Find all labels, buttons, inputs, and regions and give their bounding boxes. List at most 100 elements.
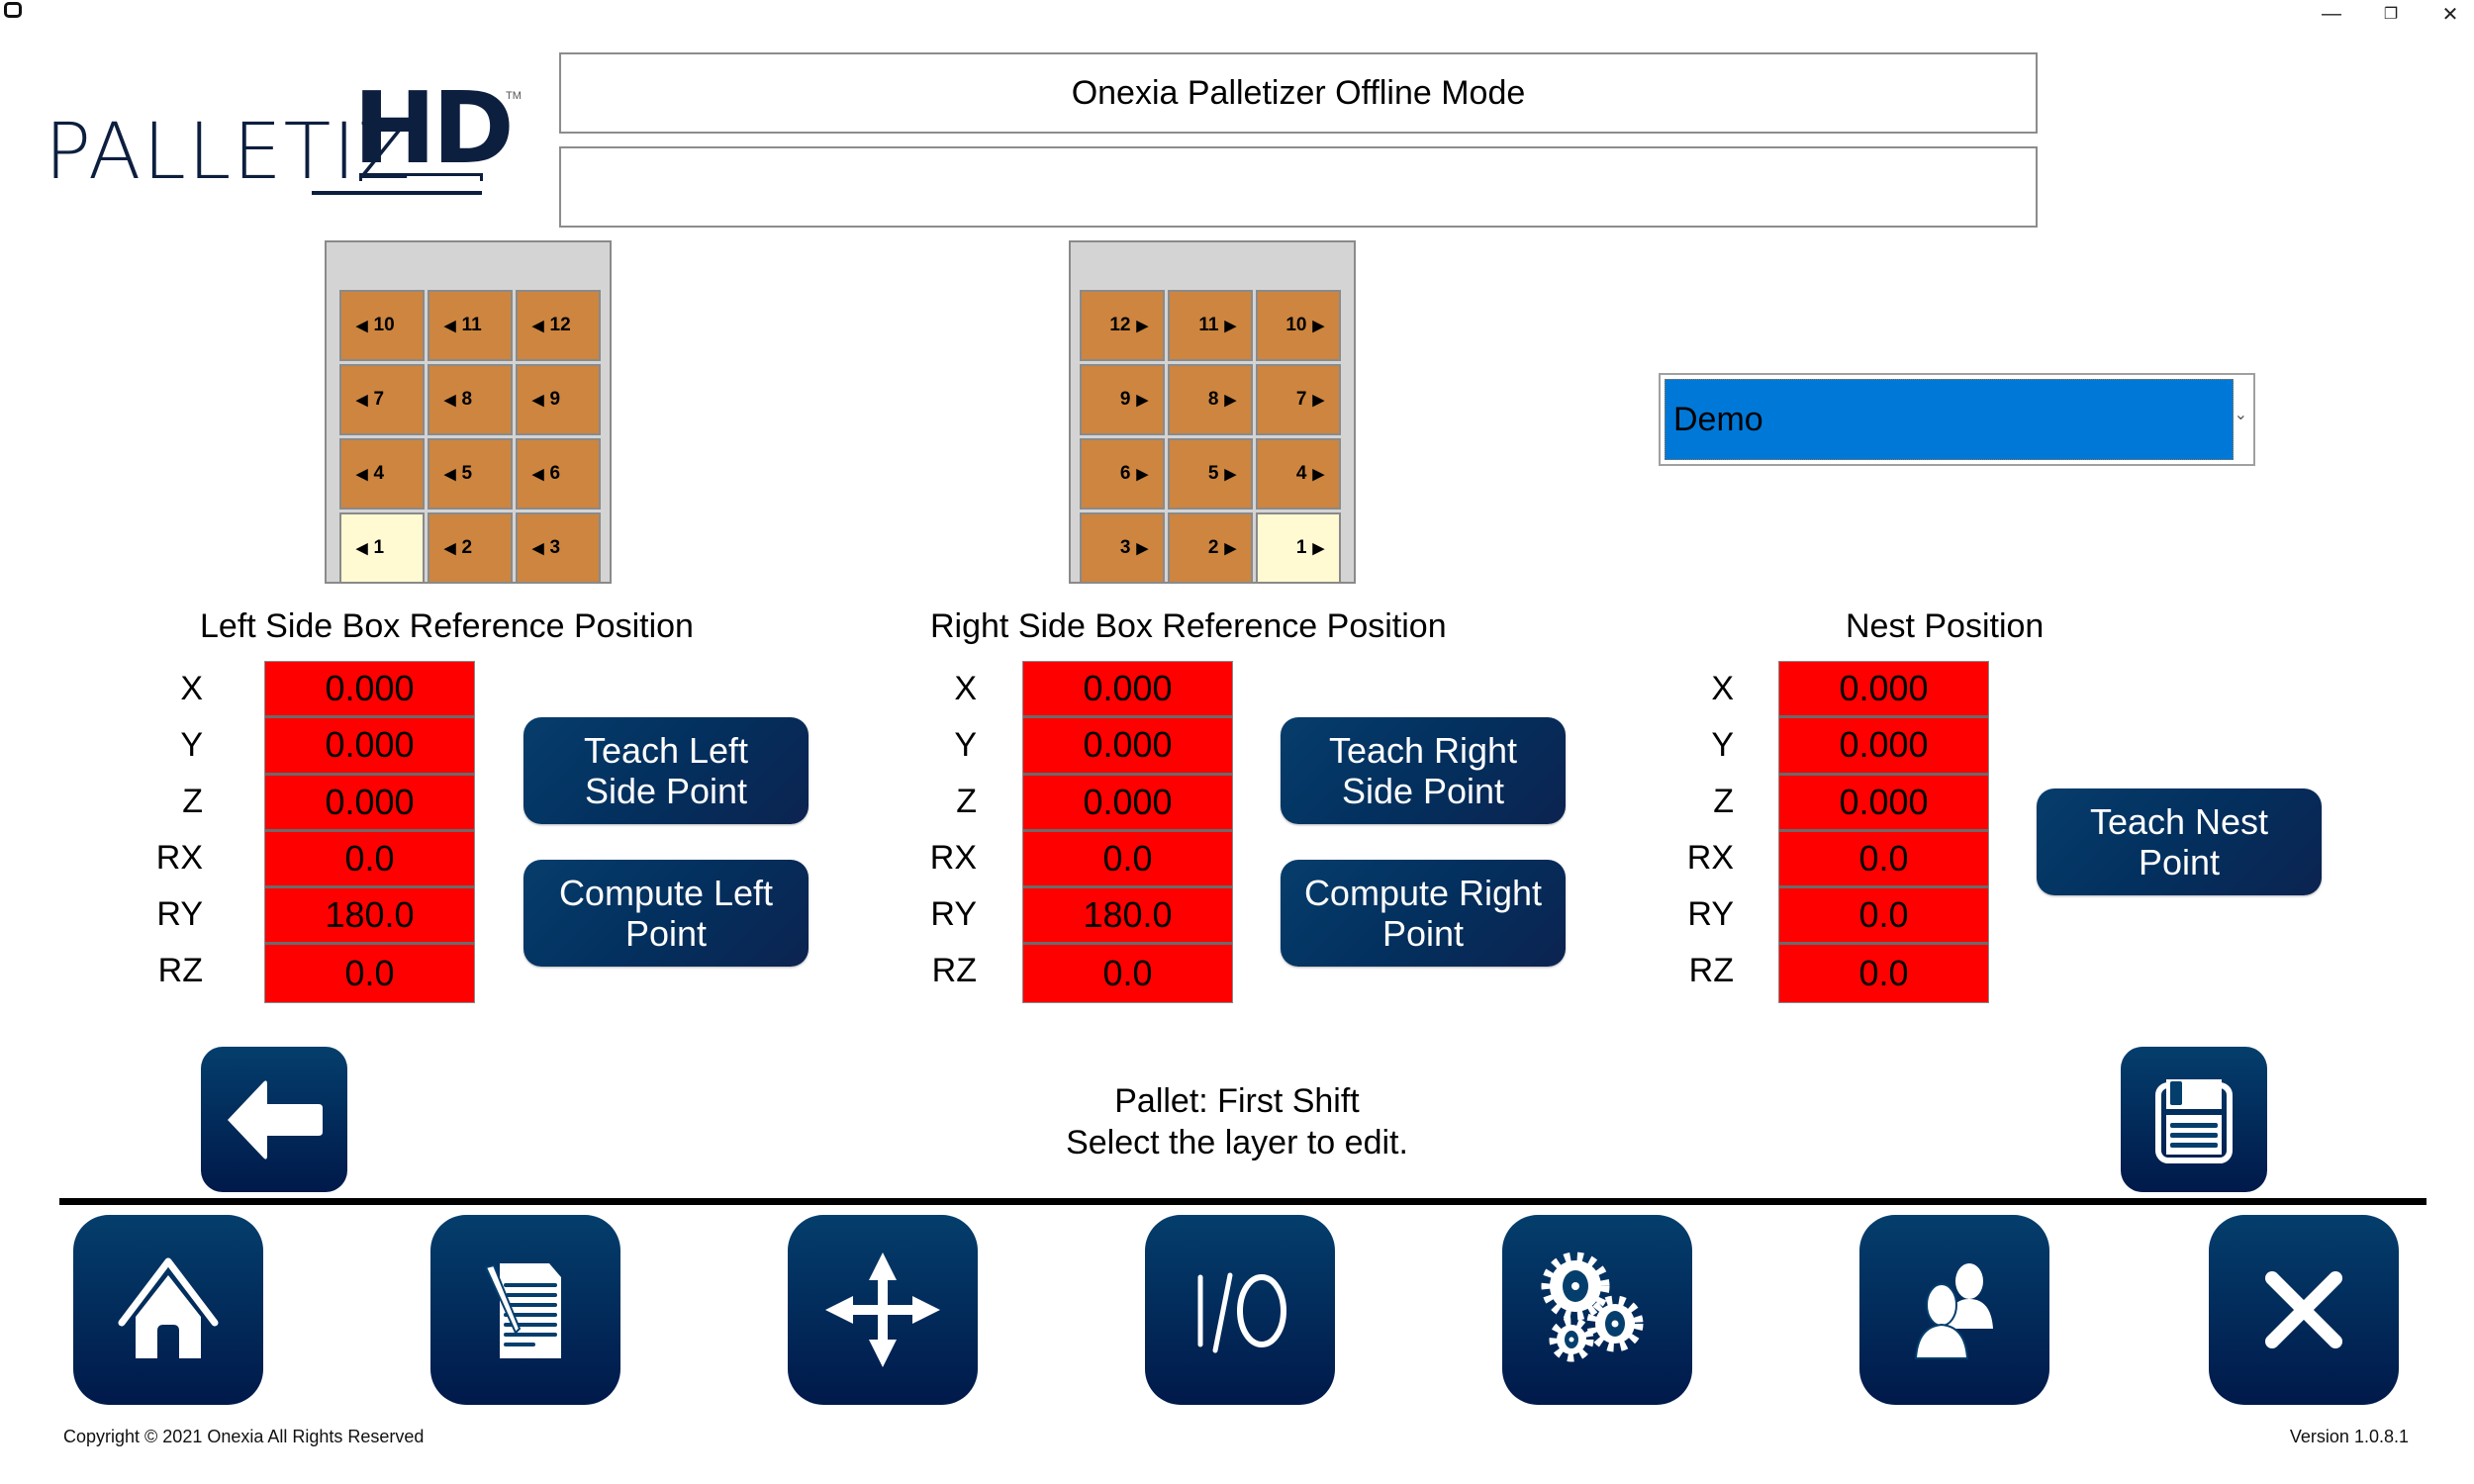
right-layer-tile-7[interactable]: 7 ▶: [1256, 364, 1341, 435]
dropdown-selected-value: Demo: [1665, 379, 2234, 460]
app-title-box: Onexia Palletizer Offline Mode: [559, 52, 2038, 134]
left-value-rz: 0.0: [265, 945, 474, 1002]
axis-label-z: Z: [1713, 783, 1734, 820]
instruction-text: Select the layer to edit.: [1066, 1124, 1408, 1161]
left-layer-tile-5[interactable]: ◀ 5: [428, 438, 513, 510]
right-value-x: 0.000: [1023, 662, 1232, 719]
triangle-right-icon: ▶: [1136, 540, 1148, 557]
logo-text: PALLETIZ: [45, 108, 413, 197]
layer-number: 6: [549, 463, 561, 484]
layer-number: 12: [1109, 315, 1131, 335]
right-value-y: 0.000: [1023, 718, 1232, 776]
triangle-left-icon: ◀: [444, 318, 456, 334]
axis-label-z: Z: [182, 783, 203, 820]
left-layer-grid: ◀ 10 ◀ 11 ◀ 12 ◀ 7 ◀ 8 ◀ 9 ◀ 4 ◀ 5 ◀ 6 ◀ 1 ◀ 2 ◀ 3: [339, 290, 601, 584]
save-button[interactable]: [2121, 1047, 2267, 1192]
nav-jog-button[interactable]: [788, 1215, 978, 1405]
left-layer-tile-11[interactable]: ◀ 11: [428, 290, 513, 361]
document-edit-icon: [484, 1263, 561, 1358]
right-layer-tile-6[interactable]: 6 ▶: [1080, 438, 1165, 510]
close-window-button[interactable]: ✕: [2441, 3, 2459, 26]
teach-left-side-point-button[interactable]: Teach Left Side Point: [523, 717, 809, 824]
axis-label-y: Y: [180, 726, 203, 764]
triangle-left-icon: ◀: [532, 318, 544, 334]
version-text: Version 1.0.8.1: [2289, 1427, 2409, 1446]
right-layer-tile-3[interactable]: 3 ▶: [1080, 512, 1165, 584]
nav-recipe-button[interactable]: [430, 1215, 620, 1405]
nest-value-x: 0.000: [1779, 662, 1988, 719]
compute-left-point-button[interactable]: Compute Left Point: [523, 860, 809, 967]
right-layer-tile-9[interactable]: 9 ▶: [1080, 364, 1165, 435]
left-value-y: 0.000: [265, 718, 474, 776]
left-layer-tile-1[interactable]: ◀ 1: [339, 512, 425, 584]
triangle-left-icon: ◀: [532, 540, 544, 557]
right-layer-tile-8[interactable]: 8 ▶: [1168, 364, 1253, 435]
nav-home-button[interactable]: [73, 1215, 263, 1405]
nest-values-table: 0.000 0.000 0.000 0.0 0.0 0.0: [1778, 661, 1989, 1003]
nav-settings-button[interactable]: [1502, 1215, 1692, 1405]
nest-value-rz: 0.0: [1779, 945, 1988, 1002]
triangle-left-icon: ◀: [356, 540, 368, 557]
axis-label-rz: RZ: [157, 952, 203, 989]
left-layer-grid-panel: ◀ 10 ◀ 11 ◀ 12 ◀ 7 ◀ 8 ◀ 9 ◀ 4 ◀ 5 ◀ 6 ◀ 1 ◀ 2 ◀ 3: [325, 240, 612, 584]
axis-label-rx: RX: [929, 839, 977, 877]
layer-number: 10: [1285, 315, 1307, 335]
axis-label-z: Z: [956, 783, 977, 820]
layer-number: 1: [373, 537, 385, 558]
right-layer-tile-4[interactable]: 4 ▶: [1256, 438, 1341, 510]
nest-axis-labels: X Y Z RX RY RZ: [1674, 661, 1734, 999]
right-layer-tile-11[interactable]: 11 ▶: [1168, 290, 1253, 361]
left-layer-tile-6[interactable]: ◀ 6: [516, 438, 601, 510]
layer-number: 7: [373, 389, 385, 410]
right-layer-tile-12[interactable]: 12 ▶: [1080, 290, 1165, 361]
message-box: [559, 146, 2038, 228]
left-layer-tile-4[interactable]: ◀ 4: [339, 438, 425, 510]
left-layer-tile-3[interactable]: ◀ 3: [516, 512, 601, 584]
right-layer-tile-1[interactable]: 1 ▶: [1256, 512, 1341, 584]
left-layer-tile-2[interactable]: ◀ 2: [428, 512, 513, 584]
triangle-left-icon: ◀: [444, 466, 456, 483]
nav-exit-button[interactable]: [2209, 1215, 2399, 1405]
left-value-z: 0.000: [265, 775, 474, 832]
minimize-button[interactable]: —: [2322, 2, 2341, 25]
palletizhd-logo: PALLETIZ HD TM: [45, 79, 529, 203]
triangle-right-icon: ▶: [1312, 540, 1324, 557]
left-layer-tile-8[interactable]: ◀ 8: [428, 364, 513, 435]
teach-nest-point-button[interactable]: Teach Nest Point: [2037, 788, 2322, 895]
right-layer-tile-10[interactable]: 10 ▶: [1256, 290, 1341, 361]
triangle-right-icon: ▶: [1136, 466, 1148, 483]
app-title: Onexia Palletizer Offline Mode: [1071, 73, 1526, 112]
triangle-left-icon: ◀: [444, 540, 456, 557]
left-value-rx: 0.0: [265, 831, 474, 889]
users-icon: [1914, 1263, 1993, 1359]
layer-number: 3: [549, 537, 561, 558]
triangle-left-icon: ◀: [532, 392, 544, 409]
right-layer-tile-5[interactable]: 5 ▶: [1168, 438, 1253, 510]
layer-number: 11: [461, 315, 482, 335]
layer-number: 6: [1119, 463, 1131, 484]
axis-label-rx: RX: [155, 839, 203, 877]
triangle-right-icon: ▶: [1312, 466, 1324, 483]
status-message: Pallet: First Shift Select the layer to …: [940, 1080, 1534, 1163]
back-button[interactable]: [201, 1047, 347, 1192]
compute-right-point-button[interactable]: Compute Right Point: [1281, 860, 1566, 967]
nest-value-z: 0.000: [1779, 775, 1988, 832]
nav-users-button[interactable]: [1859, 1215, 2049, 1405]
nest-value-ry: 0.0: [1779, 888, 1988, 946]
left-layer-tile-7[interactable]: ◀ 7: [339, 364, 425, 435]
right-section-title: Right Side Box Reference Position: [930, 607, 1447, 645]
left-layer-tile-12[interactable]: ◀ 12: [516, 290, 601, 361]
layer-number: 5: [1207, 463, 1219, 484]
left-layer-tile-10[interactable]: ◀ 10: [339, 290, 425, 361]
teach-right-side-point-button[interactable]: Teach Right Side Point: [1281, 717, 1566, 824]
layer-number: 2: [461, 537, 473, 558]
nav-io-button[interactable]: [1145, 1215, 1335, 1405]
right-value-rx: 0.0: [1023, 831, 1232, 889]
app-window-icon: [4, 2, 22, 18]
right-layer-tile-2[interactable]: 2 ▶: [1168, 512, 1253, 584]
left-values-table: 0.000 0.000 0.000 0.0 180.0 0.0: [264, 661, 475, 1003]
pallet-select-dropdown[interactable]: Demo ⌄: [1659, 373, 2255, 466]
left-layer-tile-9[interactable]: ◀ 9: [516, 364, 601, 435]
restore-button[interactable]: ❐: [2383, 6, 2399, 23]
layer-number: 10: [373, 315, 395, 335]
